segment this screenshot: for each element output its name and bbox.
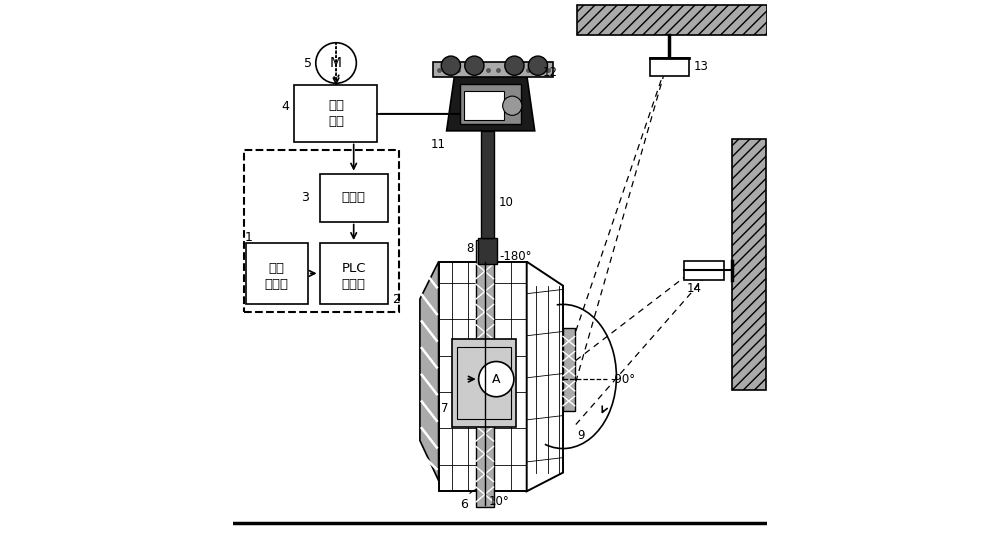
Text: 13: 13 [693, 60, 708, 73]
Text: 10: 10 [498, 197, 513, 209]
Bar [439, 262, 527, 491]
Bar [433, 62, 553, 77]
Text: 计算机: 计算机 [265, 278, 289, 290]
Bar [481, 131, 494, 238]
Circle shape [316, 43, 356, 83]
Bar [478, 238, 497, 264]
Bar [244, 150, 399, 312]
Bar [460, 84, 521, 124]
Text: 7: 7 [441, 402, 449, 415]
Text: 变频器: 变频器 [342, 191, 366, 204]
Text: -90°: -90° [610, 373, 635, 386]
Circle shape [505, 56, 524, 75]
Bar [452, 339, 516, 427]
Circle shape [503, 96, 522, 115]
Bar [732, 139, 766, 390]
Bar [476, 240, 494, 507]
Text: PLC: PLC [341, 262, 366, 274]
Text: 5: 5 [304, 57, 312, 69]
Bar [464, 91, 504, 120]
Text: 1: 1 [245, 231, 253, 244]
Bar [320, 243, 388, 304]
Text: 9: 9 [577, 429, 585, 442]
Bar [294, 85, 377, 142]
Text: A: A [492, 373, 501, 386]
Bar [457, 347, 511, 419]
Text: 4: 4 [281, 100, 289, 113]
Text: 11: 11 [431, 138, 446, 151]
Polygon shape [447, 75, 535, 131]
Bar [684, 261, 724, 280]
Bar [650, 58, 689, 76]
Bar [563, 328, 575, 411]
Circle shape [465, 56, 484, 75]
Text: 10°: 10° [488, 496, 509, 508]
Circle shape [479, 362, 514, 397]
Text: 2: 2 [392, 293, 400, 305]
Bar [320, 174, 388, 222]
Text: 12: 12 [543, 66, 558, 78]
Text: 二级: 二级 [269, 262, 285, 274]
Polygon shape [527, 262, 563, 491]
Circle shape [528, 56, 548, 75]
Text: 8: 8 [466, 242, 473, 255]
Text: 电机: 电机 [328, 115, 344, 128]
Text: 6: 6 [460, 490, 476, 511]
Text: 3: 3 [301, 191, 309, 204]
Bar [246, 243, 308, 304]
Text: 14: 14 [687, 282, 702, 295]
Bar [577, 5, 767, 35]
Text: -180°: -180° [499, 250, 531, 263]
Text: 控制器: 控制器 [342, 278, 366, 290]
Text: 倾动: 倾动 [328, 99, 344, 112]
Circle shape [441, 56, 460, 75]
Polygon shape [420, 262, 439, 481]
Text: M: M [330, 56, 342, 70]
